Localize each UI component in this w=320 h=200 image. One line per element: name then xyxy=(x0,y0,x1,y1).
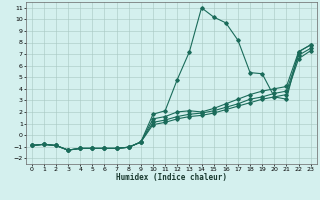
X-axis label: Humidex (Indice chaleur): Humidex (Indice chaleur) xyxy=(116,173,227,182)
